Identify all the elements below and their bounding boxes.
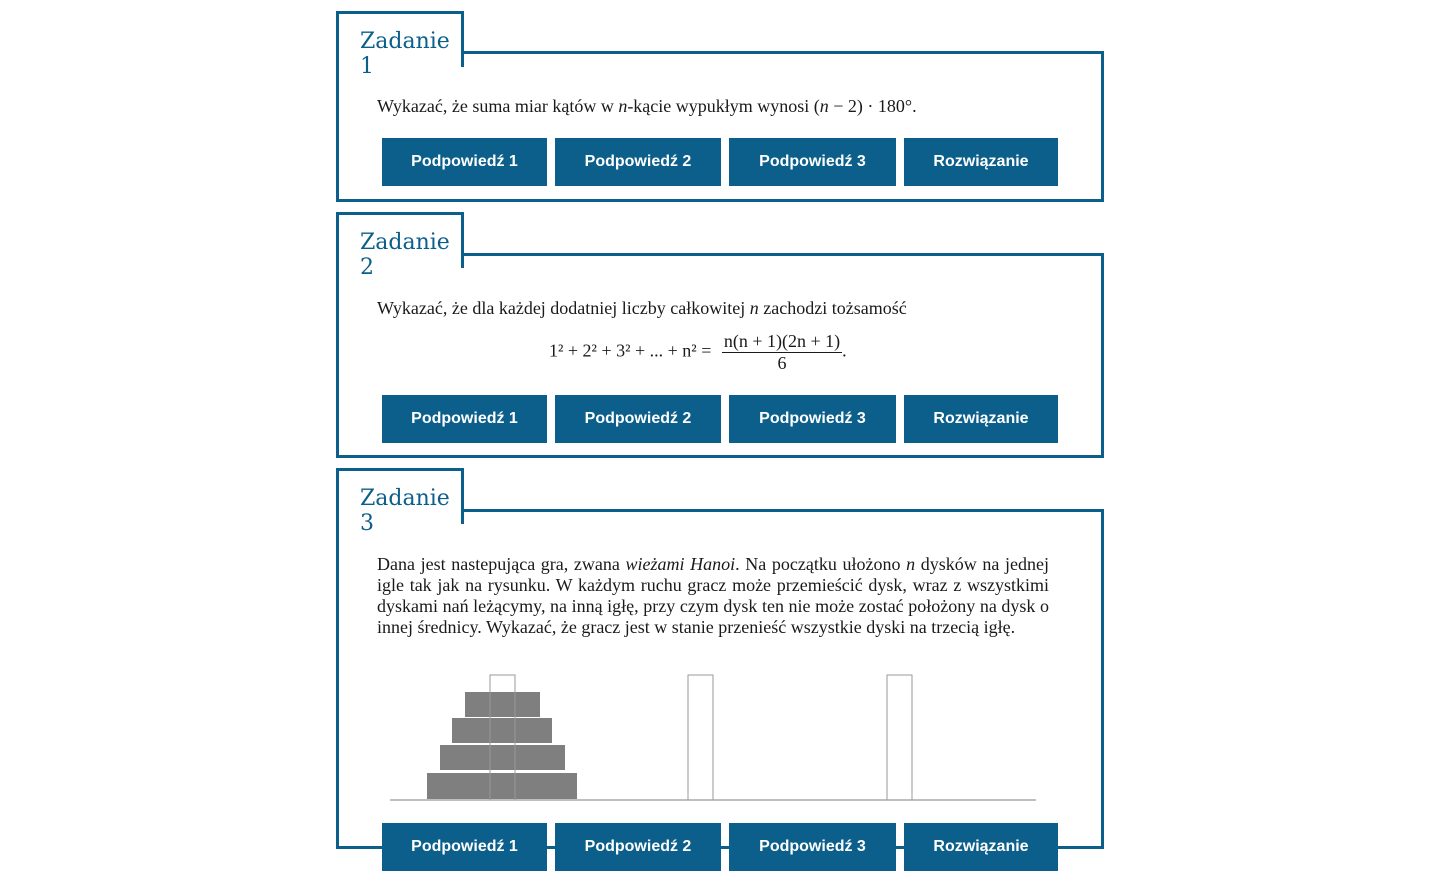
task-3-italic: wieżami Hanoi	[625, 554, 736, 574]
task-1-buttons: Podpowiedź 1 Podpowiedź 2 Podpowiedź 3 R…	[382, 138, 1058, 186]
task-3-text-b: . Na początku ułożono	[735, 554, 907, 574]
hint-3-button[interactable]: Podpowiedź 3	[729, 823, 896, 871]
task-1-text-b: -kącie wypukłym wynosi (	[627, 96, 820, 116]
hint-2-button[interactable]: Podpowiedź 2	[555, 138, 721, 186]
peg-3	[886, 674, 913, 801]
task-3-buttons: Podpowiedź 1 Podpowiedź 2 Podpowiedź 3 R…	[382, 823, 1058, 871]
formula-lhs: 1² + 2² + 3² + ... + n² =	[549, 340, 712, 361]
task-3-box: Dana jest nastepująca gra, zwana wieżami…	[336, 509, 1104, 871]
task-3-tab: Zadanie 3	[336, 468, 464, 536]
hint-1-button[interactable]: Podpowiedź 1	[382, 138, 547, 186]
formula-end: .	[842, 340, 847, 361]
task-3: Zadanie 3 Dana jest nastepująca gra, zwa…	[336, 468, 1104, 871]
task-3-text-a: Dana jest nastepująca gra, zwana	[377, 554, 626, 574]
task-1-title: Zadanie 1	[360, 29, 450, 79]
disk-3	[440, 745, 565, 770]
formula-fraction: n(n + 1)(2n + 1) 6	[721, 331, 843, 374]
task-2: Zadanie 2 Wykazać, że dla każdej dodatni…	[336, 212, 1104, 458]
hanoi-figure	[390, 674, 1036, 801]
task-1-var-n: n	[618, 96, 628, 116]
task-2-buttons: Podpowiedź 1 Podpowiedź 2 Podpowiedź 3 R…	[382, 395, 1058, 443]
task-1-tab: Zadanie 1	[336, 11, 464, 79]
task-1-text-a: Wykazać, że suma miar kątów w	[377, 96, 619, 116]
hint-2-button[interactable]: Podpowiedź 2	[555, 823, 721, 871]
task-1: Zadanie 1 Wykazać, że suma miar kątów w …	[336, 11, 1104, 202]
task-2-text-a: Wykazać, że dla każdej dodatniej liczby …	[377, 298, 750, 318]
task-3-var-n: n	[906, 554, 916, 574]
hint-1-button[interactable]: Podpowiedź 1	[382, 823, 547, 871]
task-1-box: Wykazać, że suma miar kątów w n-kącie wy…	[336, 51, 1104, 202]
hint-2-button[interactable]: Podpowiedź 2	[555, 395, 721, 443]
task-3-title: Zadanie 3	[360, 486, 450, 536]
task-2-statement: Wykazać, że dla każdej dodatniej liczby …	[377, 298, 907, 319]
solution-button[interactable]: Rozwiązanie	[904, 823, 1058, 871]
task-2-text-b: zachodzi tożsamość	[758, 298, 907, 318]
task-1-text-c: − 2) · 180°.	[828, 96, 917, 116]
disk-2	[452, 718, 552, 743]
peg-2	[687, 674, 714, 801]
task-1-var-n2: n	[819, 96, 829, 116]
hint-3-button[interactable]: Podpowiedź 3	[729, 395, 896, 443]
task-2-tab: Zadanie 2	[336, 212, 464, 280]
formula-denominator: 6	[777, 353, 787, 373]
task-2-var-n: n	[749, 298, 759, 318]
task-2-box: Wykazać, że dla każdej dodatniej liczby …	[336, 253, 1104, 458]
task-2-title: Zadanie 2	[360, 230, 450, 280]
task-2-formula: 1² + 2² + 3² + ... + n² = n(n + 1)(2n + …	[549, 331, 889, 374]
disk-4	[427, 773, 577, 799]
solution-button[interactable]: Rozwiązanie	[904, 138, 1058, 186]
task-3-text-c: dysków na jednej igle tak jak na rysunku…	[377, 554, 1049, 637]
solution-button[interactable]: Rozwiązanie	[904, 395, 1058, 443]
task-3-statement: Dana jest nastepująca gra, zwana wieżami…	[377, 554, 1049, 638]
task-1-statement: Wykazać, że suma miar kątów w n-kącie wy…	[377, 96, 917, 117]
disk-1	[465, 692, 540, 717]
hint-1-button[interactable]: Podpowiedź 1	[382, 395, 547, 443]
hint-3-button[interactable]: Podpowiedź 3	[729, 138, 896, 186]
formula-numerator: n(n + 1)(2n + 1)	[721, 331, 843, 353]
